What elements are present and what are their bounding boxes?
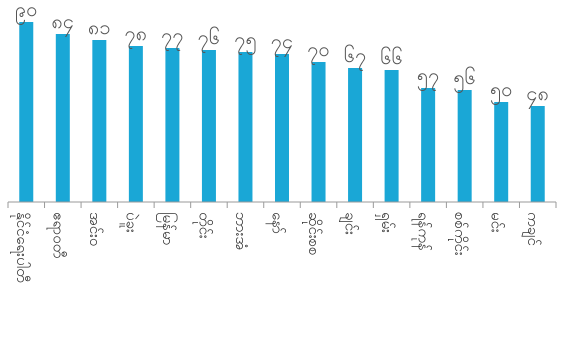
value-label-8: ၇၀ xyxy=(307,37,330,65)
category-label-11: ရန်ကုန် xyxy=(412,212,433,251)
bar-1 xyxy=(55,34,70,202)
category-label-7: နော် xyxy=(266,212,287,234)
category-label-10: ရှမ်း xyxy=(375,212,396,233)
value-label-9: ၆၇ xyxy=(344,43,367,71)
category-label-0: နိုင်ငံရေးပါတီ xyxy=(10,212,31,283)
value-label-4: ၇၇ xyxy=(161,23,184,51)
category-label-2: အင်းဝ xyxy=(86,212,104,246)
bar-11 xyxy=(421,88,436,202)
value-label-6: ၇၅ xyxy=(234,27,257,55)
value-label-14: ၄၈ xyxy=(526,81,549,109)
value-label-1: ၈၄ xyxy=(51,9,74,37)
value-label-2: ၈၁ xyxy=(88,15,111,39)
value-label-12: ၅၆ xyxy=(453,65,476,93)
bar-4 xyxy=(165,48,180,202)
category-label-12: စစ်ကိုင်း xyxy=(448,212,469,256)
value-label-3: ၇၈ xyxy=(125,21,148,49)
bar-12 xyxy=(457,90,472,202)
category-label-8: ဆိုင်းစစ xyxy=(302,212,323,256)
value-label-5: ၇၆ xyxy=(198,25,221,53)
bar-13 xyxy=(494,102,509,202)
value-label-13: ၅၀ xyxy=(490,77,513,105)
x-ticks-group xyxy=(7,202,557,208)
category-labels-group: နိုင်ငံရေးပါတီ ဧရာဝတီ အင်းဝ ပဲခူး မြန်မာ တိုင… xyxy=(10,212,542,283)
bar-8 xyxy=(311,62,326,202)
category-label-13: မင်း xyxy=(488,212,506,233)
category-label-4: မြန်မာ xyxy=(156,212,178,246)
bar-0 xyxy=(19,22,34,202)
category-label-6: ဘားအံ xyxy=(232,212,250,250)
category-label-3: ပဲခူး xyxy=(119,212,140,233)
bar-6 xyxy=(238,52,253,202)
value-label-11: ၅၇ xyxy=(417,63,440,91)
value-label-0: ၉၀ xyxy=(15,0,38,25)
value-label-7: ၇၄ xyxy=(271,29,294,57)
category-label-14: ကချင် xyxy=(521,212,542,246)
category-label-9: ချင်း xyxy=(339,212,360,235)
value-label-10: ၆၆ xyxy=(380,45,403,69)
bar-9 xyxy=(348,68,363,202)
bars-group xyxy=(19,22,545,202)
category-label-5: တိုင်း xyxy=(192,212,213,239)
bar-2 xyxy=(92,40,107,202)
bar-5 xyxy=(201,50,216,202)
bar-14 xyxy=(530,106,545,202)
bar-10 xyxy=(384,70,399,202)
category-label-1: ဧရာဝတီ xyxy=(46,212,67,258)
bar-3 xyxy=(128,46,143,202)
bar-7 xyxy=(275,54,289,202)
